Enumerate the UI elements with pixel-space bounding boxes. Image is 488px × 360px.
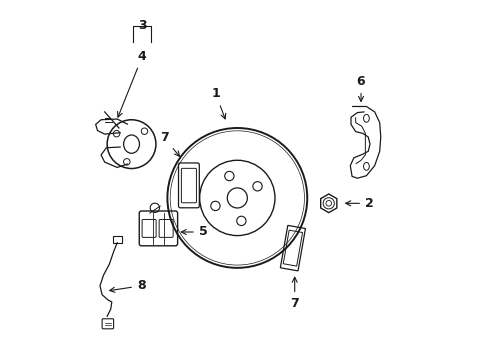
Text: 6: 6	[356, 75, 365, 102]
Text: 8: 8	[109, 279, 145, 292]
Text: 1: 1	[211, 87, 225, 119]
Text: 4: 4	[117, 50, 146, 117]
Text: 5: 5	[181, 225, 207, 238]
Text: 7: 7	[290, 277, 299, 310]
Text: 2: 2	[345, 197, 373, 210]
Text: 7: 7	[160, 131, 179, 156]
Text: 3: 3	[138, 19, 146, 32]
